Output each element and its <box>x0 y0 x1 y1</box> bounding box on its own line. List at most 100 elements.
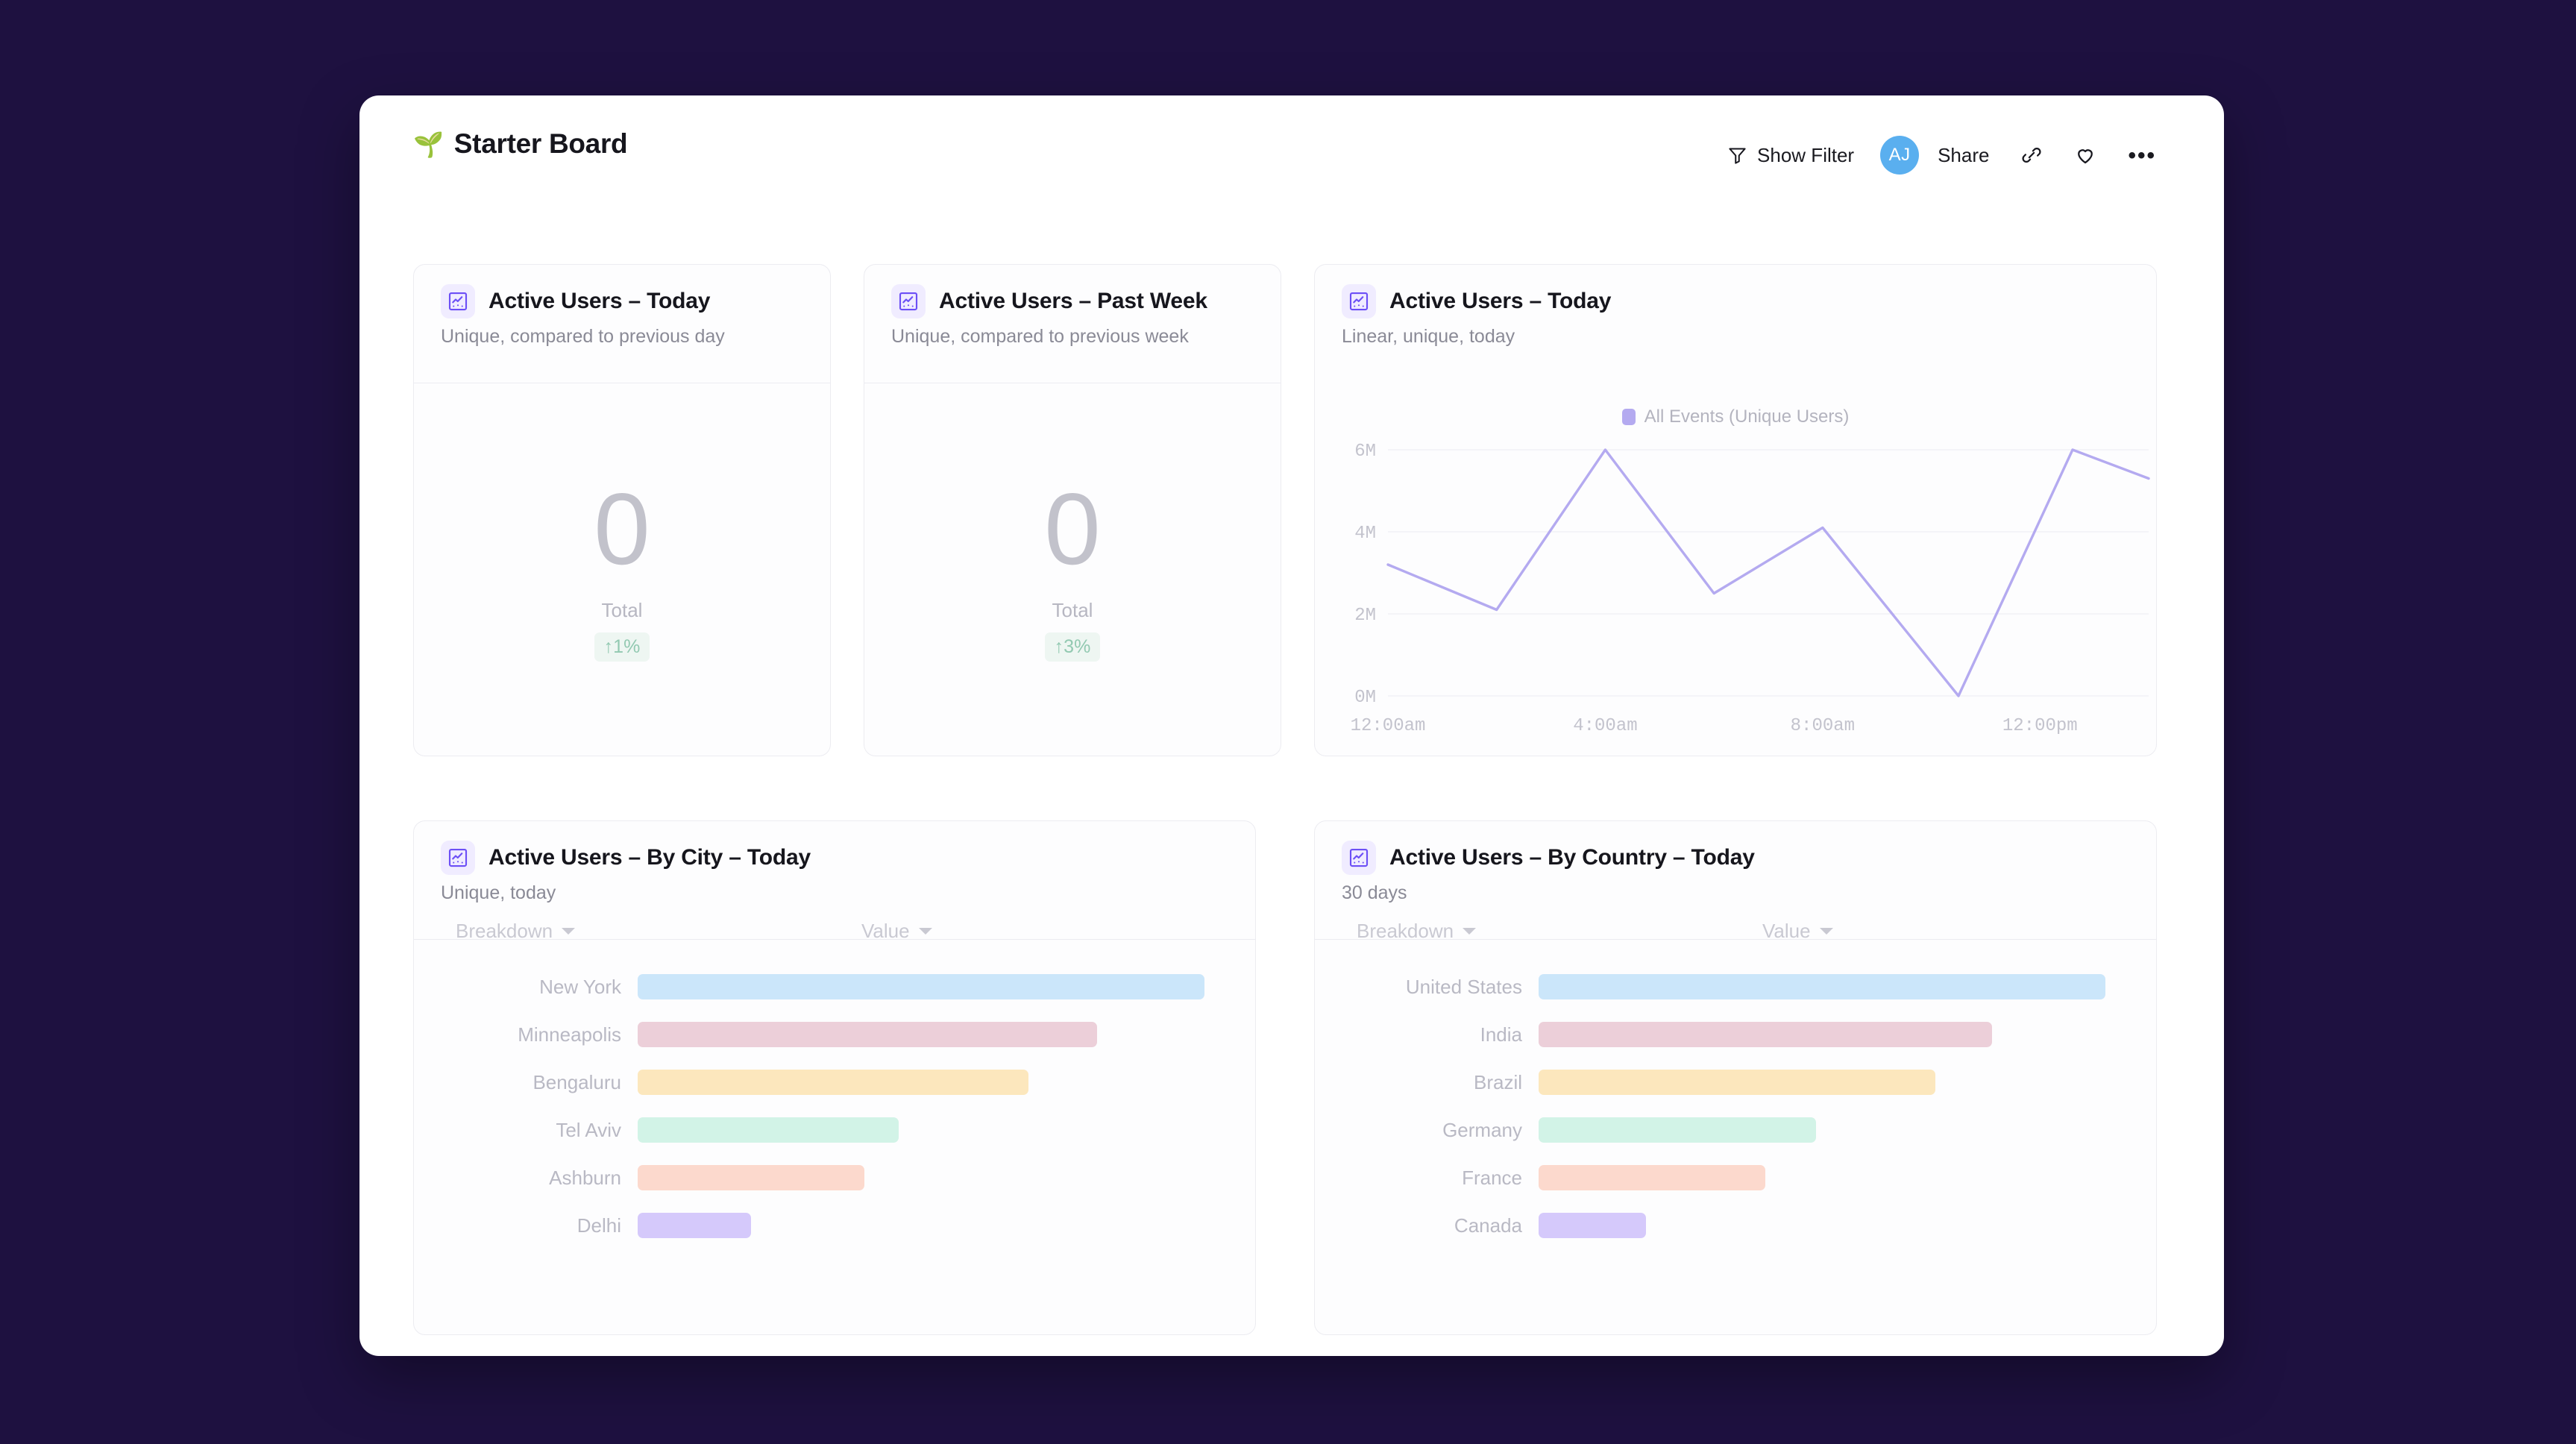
funnel-icon <box>1727 145 1747 166</box>
bar-row[interactable]: Canada <box>1315 1202 2156 1249</box>
x-axis-tick-label: 12:00pm <box>2002 716 2078 736</box>
kpi-delta-badge: ↑3% <box>1044 632 1101 662</box>
legend-swatch <box>1621 409 1636 425</box>
line-chart-svg: 0M 2M 4M 6M 12:00am 4:00am 8:00am 12:00pm <box>1351 442 2150 736</box>
breakdown-table-header: Breakdown Value <box>414 905 1255 957</box>
kpi-value-label: Total <box>601 599 643 621</box>
column-header-value-label: Value <box>861 919 910 942</box>
kpi-delta-badge: ↑1% <box>594 632 650 662</box>
card-divider <box>414 939 1255 940</box>
chart-card-icon <box>441 841 475 875</box>
bar-row-value <box>1539 1070 1935 1095</box>
legend-label: All Events (Unique Users) <box>1644 406 1850 427</box>
chart-card-icon <box>891 284 926 318</box>
bar-row-label: Ashburn <box>549 1166 621 1189</box>
column-header-value[interactable]: Value <box>861 920 932 943</box>
dashboard-window: 🌱 Starter Board Show Filter AJ Share <box>359 95 2224 1356</box>
column-header-breakdown[interactable]: Breakdown <box>1357 919 1477 943</box>
link-icon <box>2020 144 2043 166</box>
card-header: Active Users – Today Unique, compared to… <box>414 265 830 348</box>
y-axis-tick-label: 2M <box>1354 606 1376 626</box>
kpi-value: 0 <box>594 472 650 586</box>
bar-row[interactable]: Minneapolis <box>414 1011 1255 1058</box>
bar-row-value <box>1539 1165 1765 1190</box>
column-header-value-label: Value <box>1762 919 1811 942</box>
bar-row[interactable]: Delhi <box>414 1202 1255 1249</box>
show-filter-button[interactable]: Show Filter <box>1712 134 1870 176</box>
bar-row-value <box>1539 1213 1647 1238</box>
bar-row[interactable]: France <box>1315 1154 2156 1202</box>
bar-row-label: Tel Aviv <box>556 1118 621 1141</box>
y-axis-tick-label: 0M <box>1354 688 1376 708</box>
chevron-down-icon <box>918 927 932 935</box>
card-active-users-by-city[interactable]: Active Users – By City – Today Unique, t… <box>413 820 1256 1335</box>
card-title: Active Users – By City – Today <box>489 845 811 870</box>
bar-row[interactable]: United States <box>1315 963 2156 1011</box>
bar-row-value <box>638 1213 751 1238</box>
bar-row[interactable]: Tel Aviv <box>414 1106 1255 1154</box>
card-subtitle: Unique, compared to previous day <box>441 326 725 347</box>
bar-row-label: United States <box>1405 975 1522 998</box>
bar-row-label: New York <box>539 975 621 998</box>
bar-row[interactable]: Bengaluru <box>414 1058 1255 1106</box>
card-active-users-line-chart[interactable]: Active Users – Today Linear, unique, tod… <box>1314 264 2157 756</box>
card-title: Active Users – Today <box>1389 289 1612 313</box>
bar-row[interactable]: Germany <box>1315 1106 2156 1154</box>
card-header: Active Users – By Country – Today 30 day… <box>1315 821 2156 904</box>
page-title: 🌱 Starter Board <box>413 128 628 160</box>
column-header-breakdown-label: Breakdown <box>1357 919 1454 942</box>
chart-card-icon <box>1342 284 1376 318</box>
kpi-value: 0 <box>1044 472 1101 586</box>
city-bar-list: New York Minneapolis Bengaluru Tel Aviv Ashb… <box>414 963 1255 1334</box>
chart-card-icon <box>1342 841 1376 875</box>
card-header: Active Users – By City – Today Unique, t… <box>414 821 1255 904</box>
card-subtitle: 30 days <box>1342 882 1407 903</box>
line-series <box>1386 448 2150 697</box>
more-options-icon: ••• <box>2128 142 2156 168</box>
favorite-button[interactable] <box>2058 134 2112 176</box>
sprout-icon: 🌱 <box>413 130 444 158</box>
copy-link-button[interactable] <box>2005 134 2058 176</box>
bar-row[interactable]: Brazil <box>1315 1058 2156 1106</box>
y-axis-tick-label: 6M <box>1354 442 1376 462</box>
bar-row-label: Delhi <box>577 1214 621 1237</box>
column-header-breakdown[interactable]: Breakdown <box>456 920 576 943</box>
bar-row-value <box>1539 974 2105 999</box>
share-button[interactable]: Share <box>1922 134 2005 176</box>
bar-row-value <box>1539 1117 1817 1143</box>
bar-row-value <box>638 1022 1097 1047</box>
bar-row-value <box>638 1117 899 1143</box>
bar-row[interactable]: New York <box>414 963 1255 1011</box>
x-axis-tick-label: 8:00am <box>1791 716 1855 736</box>
bar-row-label: Minneapolis <box>518 1023 621 1046</box>
card-header: Active Users – Today Linear, unique, tod… <box>1315 265 2156 348</box>
avatar-initials: AJ <box>1888 145 1911 165</box>
bar-row[interactable]: Ashburn <box>414 1154 1255 1202</box>
card-divider <box>1315 939 2156 940</box>
avatar[interactable]: AJ <box>1880 136 1920 175</box>
column-header-value[interactable]: Value <box>1762 920 1833 943</box>
card-title: Active Users – Past Week <box>939 289 1207 313</box>
bar-row-label: France <box>1462 1166 1522 1189</box>
card-active-users-by-country[interactable]: Active Users – By Country – Today 30 day… <box>1314 820 2157 1335</box>
board-header: 🌱 Starter Board Show Filter AJ Share <box>359 95 2224 207</box>
kpi-value-label: Total <box>1052 599 1093 621</box>
more-options-button[interactable]: ••• <box>2112 134 2172 176</box>
card-active-users-today[interactable]: Active Users – Today Unique, compared to… <box>413 264 831 756</box>
chart-card-icon <box>441 284 475 318</box>
card-header: Active Users – Past Week Unique, compare… <box>864 265 1281 348</box>
breakdown-table-header: Breakdown Value <box>1315 905 2156 957</box>
board-toolbar: Show Filter AJ Share <box>1712 134 2172 176</box>
board-title-text: Starter Board <box>453 128 628 159</box>
kpi-body: 0 Total ↑1% <box>414 384 830 756</box>
bar-row[interactable]: India <box>1315 1011 2156 1058</box>
line-plot: 0M 2M 4M 6M 12:00am 4:00am 8:00am 12:00pm <box>1315 435 2156 756</box>
chevron-down-icon <box>562 927 576 935</box>
chart-legend: All Events (Unique Users) <box>1315 406 2156 427</box>
bar-row-label: Germany <box>1442 1118 1522 1141</box>
bar-row-value <box>1539 1022 1992 1047</box>
bar-row-label: Canada <box>1454 1214 1522 1237</box>
card-active-users-past-week[interactable]: Active Users – Past Week Unique, compare… <box>864 264 1281 756</box>
x-axis-tick-label: 4:00am <box>1573 716 1637 736</box>
